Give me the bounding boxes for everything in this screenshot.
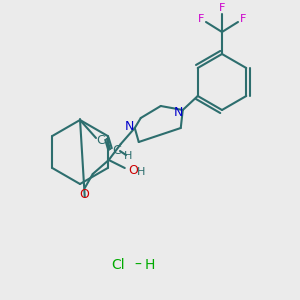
Text: N: N bbox=[125, 119, 134, 133]
Text: O: O bbox=[128, 164, 138, 176]
Text: F: F bbox=[198, 14, 204, 24]
Text: H: H bbox=[136, 167, 145, 177]
Text: F: F bbox=[240, 14, 246, 24]
Text: C: C bbox=[112, 143, 122, 157]
Text: H: H bbox=[145, 258, 155, 272]
Text: –: – bbox=[135, 258, 141, 272]
Text: H: H bbox=[124, 151, 132, 161]
Text: C: C bbox=[97, 134, 105, 146]
Text: Cl: Cl bbox=[111, 258, 125, 272]
Text: O: O bbox=[79, 188, 89, 200]
Text: F: F bbox=[219, 3, 225, 13]
Text: N: N bbox=[174, 106, 183, 118]
